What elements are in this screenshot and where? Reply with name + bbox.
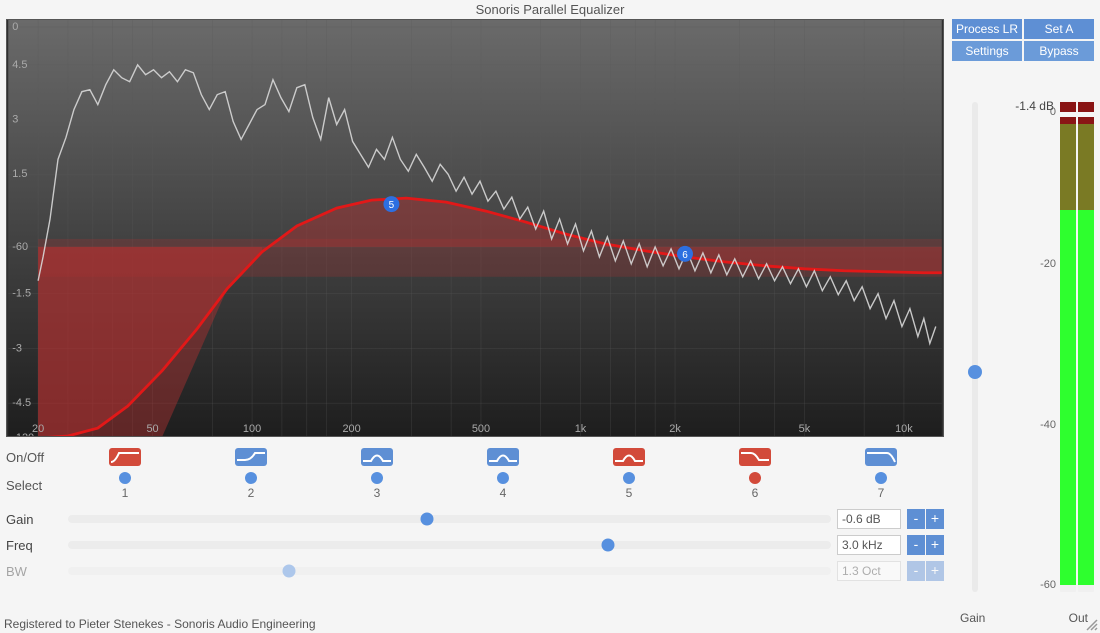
- bw-value-field: 1.3 Oct: [837, 561, 901, 581]
- meter-tick-label: 0: [1050, 106, 1056, 118]
- freq-value-field[interactable]: 3.0 kHz: [837, 535, 901, 555]
- freq-decrement-button[interactable]: -: [907, 535, 925, 555]
- band-3-type-button[interactable]: [361, 448, 393, 466]
- band-2-select-radio[interactable]: [245, 472, 257, 484]
- gain-increment-button[interactable]: +: [926, 509, 944, 529]
- bw-increment-button: +: [926, 561, 944, 581]
- svg-text:-120: -120: [12, 432, 34, 436]
- band-4-select-radio[interactable]: [497, 472, 509, 484]
- svg-text:50: 50: [146, 423, 158, 435]
- gain-slider[interactable]: [68, 515, 831, 523]
- band-6-number: 6: [692, 486, 818, 500]
- gain-decrement-button[interactable]: -: [907, 509, 925, 529]
- output-gain-knob[interactable]: [968, 365, 982, 379]
- registration-footer: Registered to Pieter Stenekes - Sonoris …: [4, 617, 316, 631]
- svg-text:5k: 5k: [799, 423, 811, 435]
- set-button[interactable]: Set A: [1024, 19, 1094, 39]
- gain-slider-knob[interactable]: [420, 513, 433, 526]
- output-meter: [1060, 102, 1094, 592]
- band-6-select-radio[interactable]: [749, 472, 761, 484]
- bypass-button[interactable]: Bypass: [1024, 41, 1094, 61]
- svg-text:4.5: 4.5: [12, 59, 27, 71]
- eq-graph[interactable]: 5 6 0 4.5 3 1.5 -60 -1.5 -3 -4.5 -12020 50 100 200 500…: [6, 19, 944, 437]
- band-controls: On/Off Select 1234567: [6, 443, 944, 499]
- band-1-number: 1: [62, 486, 188, 500]
- gain-meter-label: Gain: [960, 611, 985, 625]
- resize-grip-icon[interactable]: [1084, 617, 1098, 631]
- band-3-select-radio[interactable]: [371, 472, 383, 484]
- freq-increment-button[interactable]: +: [926, 535, 944, 555]
- band-2-number: 2: [188, 486, 314, 500]
- output-gain-slider[interactable]: [972, 102, 978, 592]
- band-4-type-button[interactable]: [487, 448, 519, 466]
- svg-text:20: 20: [32, 423, 44, 435]
- svg-text:-4.5: -4.5: [12, 397, 31, 409]
- svg-text:-60: -60: [12, 241, 28, 253]
- bw-slider-label: BW: [6, 564, 62, 579]
- onoff-row-label: On/Off: [6, 450, 62, 465]
- svg-text:5: 5: [389, 200, 395, 211]
- band-3-number: 3: [314, 486, 440, 500]
- svg-text:10k: 10k: [895, 423, 913, 435]
- meter-tick-label: -40: [1040, 419, 1056, 431]
- svg-text:6: 6: [682, 250, 688, 261]
- freq-slider-label: Freq: [6, 538, 62, 553]
- band-5-type-button[interactable]: [613, 448, 645, 466]
- settings-button[interactable]: Settings: [952, 41, 1022, 61]
- gain-slider-label: Gain: [6, 512, 62, 527]
- select-row-label: Select: [6, 478, 62, 493]
- band-1-type-button[interactable]: [109, 448, 141, 466]
- svg-text:-3: -3: [12, 342, 22, 354]
- bw-decrement-button: -: [907, 561, 925, 581]
- freq-slider[interactable]: [68, 541, 831, 549]
- plugin-title: Sonoris Parallel Equalizer: [0, 0, 1100, 19]
- band-6-type-button[interactable]: [739, 448, 771, 466]
- band-4-number: 4: [440, 486, 566, 500]
- svg-text:3: 3: [12, 114, 18, 126]
- meter-tick-label: -60: [1040, 579, 1056, 591]
- svg-text:2k: 2k: [669, 423, 681, 435]
- band-1-select-radio[interactable]: [119, 472, 131, 484]
- svg-text:-1.5: -1.5: [12, 288, 31, 300]
- band-7-select-radio[interactable]: [875, 472, 887, 484]
- svg-text:500: 500: [472, 423, 490, 435]
- param-sliders: Gain -0.6 dB - + Freq 3.0 kHz - + BW 1.3…: [6, 507, 944, 583]
- band-5-number: 5: [566, 486, 692, 500]
- band-7-type-button[interactable]: [865, 448, 897, 466]
- band-7-number: 7: [818, 486, 944, 500]
- band-2-type-button[interactable]: [235, 448, 267, 466]
- bw-slider: [68, 567, 831, 575]
- meter-tick-label: -20: [1040, 258, 1056, 270]
- gain-value-field[interactable]: -0.6 dB: [837, 509, 901, 529]
- freq-slider-knob[interactable]: [602, 539, 615, 552]
- svg-text:100: 100: [243, 423, 261, 435]
- band-5-select-radio[interactable]: [623, 472, 635, 484]
- process-button[interactable]: Process LR: [952, 19, 1022, 39]
- svg-text:200: 200: [342, 423, 360, 435]
- svg-text:1.5: 1.5: [12, 168, 27, 180]
- bw-slider-knob: [283, 565, 296, 578]
- svg-text:0: 0: [12, 21, 18, 33]
- svg-text:1k: 1k: [575, 423, 587, 435]
